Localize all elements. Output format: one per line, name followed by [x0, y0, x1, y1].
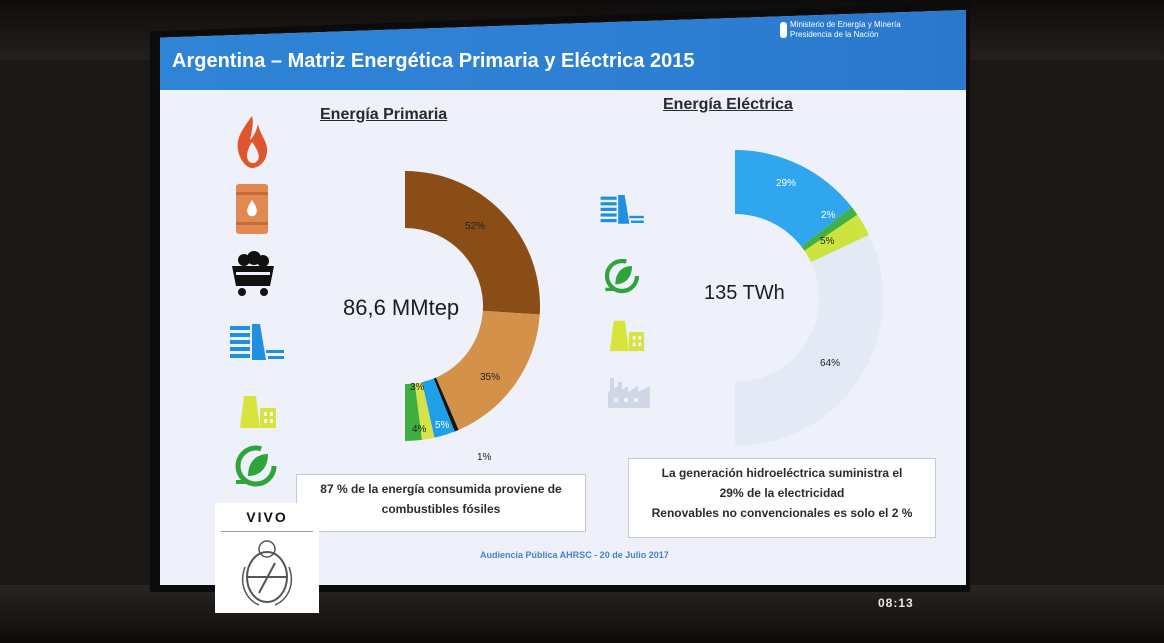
broadcast-clock: 08:13 — [878, 596, 914, 610]
slide-title: Argentina – Matriz Energética Primaria y… — [172, 50, 695, 72]
nuclear-plant-icon — [609, 320, 645, 352]
ministry-seal-icon — [780, 22, 787, 38]
primaria-note-line-1: 87 % de la energía consumida proviene de — [320, 482, 562, 496]
energia-primaria-donut-chart — [405, 171, 540, 441]
energia-primaria-center-label: 86,6 MMtep — [343, 295, 460, 320]
energia-electrica-title: Energía Eléctrica — [663, 96, 793, 113]
primaria-hydro-pct: 5% — [435, 420, 450, 431]
live-label: VIVO — [246, 509, 288, 525]
live-divider — [221, 531, 313, 532]
primaria-slice-petr-leo — [435, 310, 540, 430]
primaria-oil-pct: 35% — [480, 372, 501, 383]
electrica-note-line-1: La generación hidroeléctrica suministra … — [661, 466, 903, 480]
electrica-renew-pct: 2% — [821, 210, 836, 221]
primaria-slice-renovables — [405, 383, 422, 441]
primaria-slice-hidro — [422, 378, 455, 438]
electrica-note-box: La generación hidroeléctrica suministra … — [628, 458, 936, 538]
primaria-note-box: 87 % de la energía consumida proviene de… — [296, 474, 586, 532]
thermal-factory-icon — [608, 378, 650, 408]
energia-primaria-title: Energía Primaria — [320, 106, 448, 123]
coal-cart-icon — [232, 251, 274, 296]
primaria-slice-gas — [405, 171, 540, 315]
hydro-dam-icon — [600, 195, 644, 224]
electrica-slice-nuclear — [804, 214, 869, 263]
ministry-label: Ministerio de Energía y Minería Presiden… — [790, 20, 940, 40]
electrica-slice-renovables — [801, 207, 858, 251]
argentina-coat-of-arms-icon — [241, 540, 293, 606]
hydro-dam-icon — [230, 324, 284, 360]
primaria-coal-pct: 1% — [477, 452, 492, 463]
primaria-renew-pct: 4% — [412, 424, 427, 435]
electrica-note-line-3: Renovables no convencionales es solo el … — [651, 506, 913, 520]
room-background-floor — [0, 585, 1164, 643]
electrica-thermal-pct: 64% — [820, 358, 841, 369]
electrica-nuclear-pct: 5% — [820, 236, 835, 247]
electrica-slice-hidro — [735, 150, 852, 247]
primaria-slice-nuclear — [414, 382, 435, 440]
live-badge: VIVO — [215, 503, 319, 613]
ministry-line-2: Presidencia de la Nación — [790, 30, 879, 39]
energia-electrica-donut-chart — [735, 150, 883, 446]
electrica-note-line-2: 29% de la electricidad — [719, 486, 845, 500]
nuclear-plant-icon — [240, 396, 276, 428]
primaria-slice-carb-n — [433, 377, 459, 432]
slide-footer: Audiencia Pública AHRSC - 20 de Julio 20… — [480, 550, 669, 560]
presentation-slide: Argentina – Matriz Energética Primaria y… — [160, 10, 966, 585]
gas-flame-icon — [237, 116, 268, 168]
renewable-leaf-icon — [235, 445, 277, 487]
primaria-nuclear-pct: 3% — [410, 382, 425, 393]
electrica-slice-t-rmica — [735, 234, 883, 446]
primaria-gas-pct: 52% — [465, 221, 486, 232]
electrica-hydro-pct: 29% — [776, 178, 797, 189]
primaria-note-line-2: combustibles fósiles — [381, 502, 501, 516]
renewable-leaf-icon — [604, 258, 640, 294]
oil-barrel-icon — [236, 184, 268, 234]
energia-electrica-center-label: 135 TWh — [704, 282, 785, 304]
ministry-line-1: Ministerio de Energía y Minería — [790, 20, 901, 29]
